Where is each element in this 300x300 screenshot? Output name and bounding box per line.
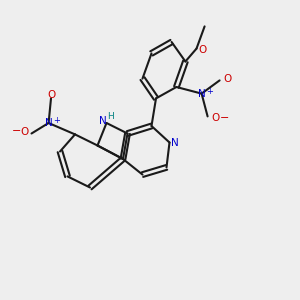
Text: O: O (211, 113, 219, 123)
Text: O: O (223, 74, 231, 84)
Text: +: + (207, 87, 213, 96)
Text: +: + (54, 116, 60, 125)
Text: N: N (45, 118, 52, 128)
Text: N: N (99, 116, 107, 126)
Text: H: H (107, 112, 113, 121)
Text: O: O (21, 127, 29, 137)
Text: −: − (219, 113, 229, 123)
Text: O: O (47, 90, 55, 100)
Text: −: − (12, 126, 21, 136)
Text: N: N (198, 88, 206, 99)
Text: O: O (198, 45, 207, 55)
Text: N: N (171, 137, 179, 148)
